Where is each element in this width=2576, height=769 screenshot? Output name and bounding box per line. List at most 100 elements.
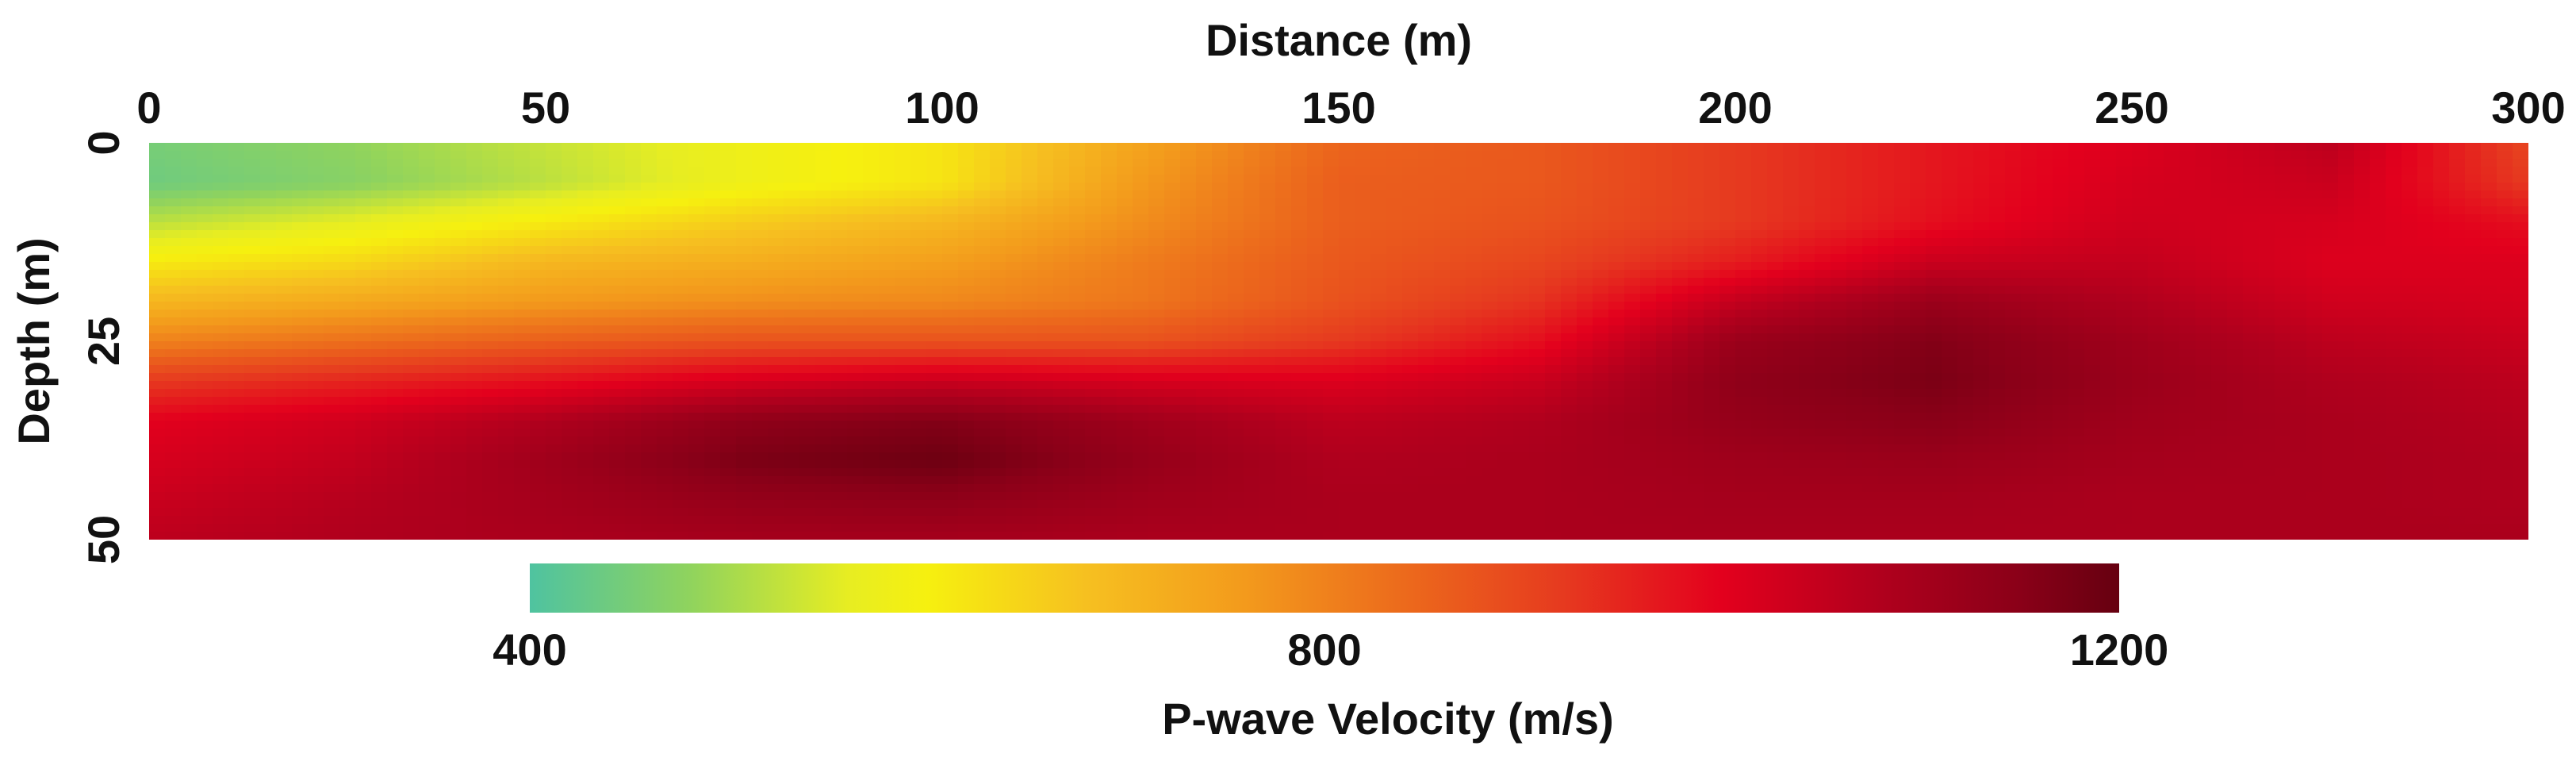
- heatmap-cell: [657, 357, 673, 366]
- heatmap-cell: [1370, 365, 1387, 374]
- heatmap-cell: [2338, 151, 2355, 160]
- heatmap-cell: [2084, 151, 2101, 160]
- heatmap-cell: [1926, 167, 1942, 175]
- heatmap-cell: [641, 341, 657, 350]
- heatmap-cell: [958, 175, 975, 183]
- heatmap-cell: [1799, 214, 1815, 223]
- heatmap-cell: [2386, 198, 2402, 207]
- heatmap-cell: [419, 341, 435, 350]
- heatmap-cell: [657, 238, 673, 247]
- heatmap-cell: [1323, 214, 1340, 223]
- heatmap-cell: [387, 310, 404, 318]
- heatmap-cell: [1624, 286, 1641, 294]
- heatmap-cell: [1006, 143, 1022, 152]
- heatmap-cell: [1593, 190, 1609, 199]
- heatmap-cell: [657, 397, 673, 406]
- heatmap-cell: [2290, 294, 2307, 302]
- heatmap-cell: [2005, 190, 2022, 199]
- heatmap-cell: [1307, 222, 1324, 231]
- heatmap-cell: [1022, 222, 1038, 231]
- heatmap-cell: [688, 167, 705, 175]
- heatmap-cell: [2243, 175, 2260, 183]
- heatmap-cell: [1926, 397, 1942, 406]
- heatmap-cell: [260, 159, 277, 167]
- heatmap-cell: [673, 294, 689, 302]
- heatmap-cell: [1006, 317, 1022, 326]
- heatmap-cell: [2037, 341, 2053, 350]
- heatmap-cell: [260, 405, 277, 413]
- heatmap-cell: [1164, 254, 1181, 263]
- heatmap-cell: [339, 190, 356, 199]
- heatmap-cell: [815, 310, 832, 318]
- heatmap-cell: [2481, 143, 2497, 152]
- heatmap-cell: [2243, 246, 2260, 255]
- heatmap-cell: [831, 389, 848, 398]
- heatmap-cell: [784, 325, 800, 334]
- heatmap-cell: [1529, 167, 1546, 175]
- heatmap-cell: [990, 175, 1006, 183]
- heatmap-cell: [514, 325, 531, 334]
- heatmap-cell: [355, 357, 372, 366]
- heatmap-cell: [942, 230, 959, 239]
- heatmap-cell: [1577, 317, 1593, 326]
- heatmap-cell: [2068, 341, 2085, 350]
- heatmap-cell: [165, 230, 182, 239]
- heatmap-cell: [197, 190, 213, 199]
- heatmap-cell: [450, 230, 467, 239]
- heatmap-cell: [1815, 262, 1831, 271]
- heatmap-cell: [1799, 222, 1815, 231]
- heatmap-cell: [1101, 278, 1117, 286]
- heatmap-cell: [1466, 325, 1482, 334]
- heatmap-cell: [688, 143, 705, 152]
- heatmap-cell: [2211, 341, 2228, 350]
- heatmap-cell: [419, 230, 435, 239]
- heatmap-cell: [2164, 143, 2180, 152]
- heatmap-cell: [879, 349, 895, 358]
- heatmap-cell: [181, 151, 197, 160]
- heatmap-cell: [593, 325, 610, 334]
- heatmap-cell: [768, 294, 784, 302]
- heatmap-cell: [1593, 222, 1609, 231]
- heatmap-cell: [1355, 143, 1371, 152]
- heatmap-cell: [1085, 206, 1102, 215]
- heatmap-cell: [974, 381, 991, 390]
- heatmap-cell: [847, 405, 864, 413]
- heatmap-cell: [2211, 278, 2228, 286]
- heatmap-cell: [546, 190, 562, 199]
- heatmap-cell: [1101, 198, 1117, 207]
- heatmap-cell: [752, 238, 769, 247]
- heatmap-cell: [609, 278, 626, 286]
- heatmap-cell: [1640, 238, 1657, 247]
- heatmap-cell: [1846, 294, 1863, 302]
- heatmap-cell: [974, 389, 991, 398]
- heatmap-cell: [577, 397, 594, 406]
- heatmap-cell: [2465, 222, 2482, 231]
- heatmap-cell: [2195, 310, 2212, 318]
- heatmap-cell: [1926, 214, 1942, 223]
- heatmap-cell: [2116, 151, 2133, 160]
- heatmap-cell: [863, 381, 880, 390]
- heatmap-cell: [1355, 238, 1371, 247]
- heatmap-cell: [657, 365, 673, 374]
- heatmap-cell: [815, 349, 832, 358]
- heatmap-cell: [2497, 310, 2513, 318]
- heatmap-cell: [1735, 175, 1752, 183]
- heatmap-cell: [213, 143, 229, 152]
- heatmap-cell: [1291, 190, 1308, 199]
- heatmap-cell: [1688, 175, 1704, 183]
- heatmap-cell: [2132, 302, 2149, 310]
- heatmap-cell: [641, 302, 657, 310]
- heatmap-cell: [450, 397, 467, 406]
- heatmap-cell: [1830, 159, 1847, 167]
- heatmap-cell: [308, 167, 324, 175]
- heatmap-cell: [1212, 333, 1229, 342]
- heatmap-cell: [1799, 270, 1815, 279]
- heatmap-cell: [2100, 373, 2117, 382]
- heatmap-cell: [1577, 183, 1593, 191]
- heatmap-cell: [1101, 190, 1117, 199]
- heatmap-cell: [1196, 397, 1213, 406]
- heatmap-cell: [1735, 214, 1752, 223]
- heatmap-cell: [1704, 143, 1720, 152]
- heatmap-cell: [1783, 286, 1800, 294]
- heatmap-cell: [2338, 190, 2355, 199]
